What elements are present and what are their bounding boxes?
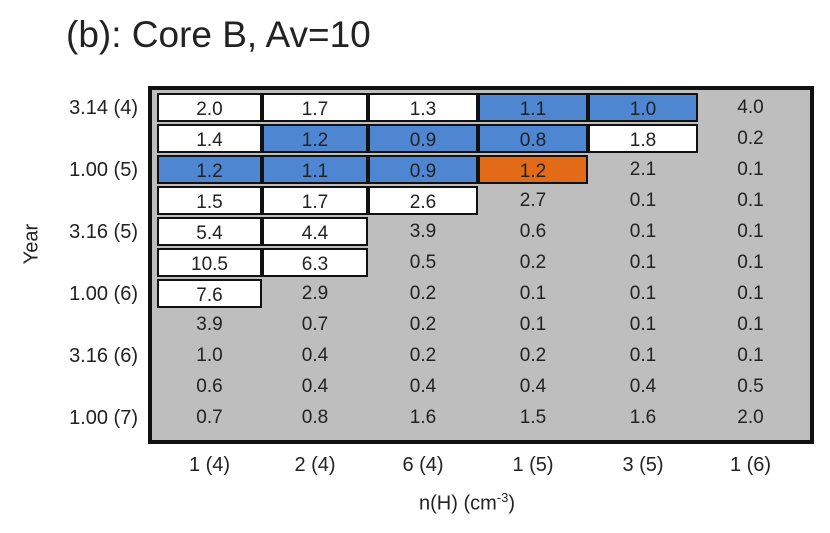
table-cell: 2.0 [737, 407, 764, 428]
table-cell: 0.6 [519, 221, 547, 242]
table-cell: 0.4 [519, 376, 547, 397]
x-tick-label: 1 (4) [188, 454, 231, 476]
table-cell: 5.4 [157, 217, 262, 246]
table-cell: 0.1 [519, 314, 547, 335]
x-axis-label: n(H) (cm-3) [367, 490, 567, 516]
table-cell: 0.8 [478, 124, 588, 153]
table-cell: 0.5 [409, 252, 437, 273]
table-cell: 0.9 [368, 124, 478, 153]
y-tick-label: 3.16 (5) [69, 220, 138, 243]
table-cell: 0.5 [737, 376, 764, 397]
table-cell: 1.8 [588, 124, 698, 153]
table-cell: 2.7 [519, 190, 547, 211]
table-cell: 0.1 [737, 252, 764, 273]
x-tick-label: 1 (5) [512, 454, 554, 476]
table-cell: 1.2 [157, 155, 262, 184]
table-cell: 1.4 [157, 124, 262, 153]
table-cell: 4.4 [262, 217, 368, 246]
table-cell: 0.4 [629, 376, 657, 397]
table-cell: 1.5 [519, 407, 547, 428]
table-cell: 7.6 [157, 279, 262, 308]
table-cell: 0.2 [519, 252, 547, 273]
table-cell: 0.1 [737, 221, 764, 242]
table-cell: 0.1 [629, 190, 657, 211]
x-tick-label: 6 (4) [402, 454, 444, 476]
table-cell: 0.2 [737, 128, 764, 149]
table-cell: 1.1 [262, 155, 368, 184]
table-cell: 3.9 [196, 314, 223, 335]
table-cell: 1.3 [368, 93, 478, 122]
y-tick-label: 1.00 (6) [69, 282, 138, 305]
y-tick-label: 3.16 (6) [69, 344, 138, 367]
table-cell: 6.3 [262, 248, 368, 277]
table-cell: 0.2 [409, 345, 437, 366]
table-cell: 0.7 [301, 314, 329, 335]
table-cell: 4.0 [737, 97, 764, 118]
table-cell: 0.9 [368, 155, 478, 184]
table-cell: 0.2 [519, 345, 547, 366]
table-cell: 0.1 [737, 345, 764, 366]
table-cell: 1.1 [478, 93, 588, 122]
y-tick-label: 1.00 (7) [69, 406, 138, 429]
table-cell: 0.1 [737, 190, 764, 211]
table-cell: 1.0 [588, 93, 698, 122]
table-cell: 0.4 [409, 376, 437, 397]
table-cell: 0.6 [196, 376, 223, 397]
table-cell: 1.6 [629, 407, 657, 428]
table-cell: 0.1 [629, 283, 657, 304]
table-cell: 1.7 [262, 186, 368, 215]
table-cell: 0.7 [196, 407, 223, 428]
table-cell: 1.2 [262, 124, 368, 153]
table-cell: 2.9 [301, 283, 329, 304]
table-cell: 1.7 [262, 93, 368, 122]
x-tick-label: 1 (6) [729, 454, 772, 476]
table-cell: 0.1 [629, 221, 657, 242]
table-cell: 1.6 [409, 407, 437, 428]
y-tick-label: 1.00 (5) [69, 158, 138, 181]
x-tick-label: 3 (5) [622, 454, 664, 476]
table-cell: 0.4 [301, 345, 329, 366]
table-cell: 1.0 [196, 345, 223, 366]
table-cell: 0.1 [737, 283, 764, 304]
table-cell: 0.1 [629, 345, 657, 366]
x-axis-label-exponent: -3 [496, 490, 509, 505]
x-axis-label-text: n(H) (cm [419, 492, 497, 515]
table-cell: 2.1 [629, 159, 657, 180]
table-cell: 3.9 [409, 221, 437, 242]
y-tick-label: 3.14 (4) [69, 96, 138, 119]
table-cell: 10.5 [157, 248, 262, 277]
x-axis-label-close: ) [508, 492, 515, 515]
table-frame: 2.0 1.7 1.3 1.1 1.0 4.0 1.4 1.2 0.9 0.8 1.8 0.2 1.2 1… [148, 86, 814, 444]
table-cell: 0.1 [629, 314, 657, 335]
table-cell: 0.2 [409, 314, 437, 335]
table-cell: 0.1 [519, 283, 547, 304]
table-cell: 2.6 [368, 186, 478, 215]
table-cell: 1.5 [157, 186, 262, 215]
table-cell: 1.2 [478, 155, 588, 184]
table-cell: 0.8 [301, 407, 329, 428]
table-cell: 0.1 [629, 252, 657, 273]
table-cell: 0.1 [737, 159, 764, 180]
table-cell: 0.1 [737, 314, 764, 335]
x-tick-label: 2 (4) [294, 454, 336, 476]
table-cell: 0.4 [301, 376, 329, 397]
table-cell: 0.2 [409, 283, 437, 304]
chart-title: (b): Core B, Av=10 [66, 14, 371, 55]
table-cell: 2.0 [157, 93, 262, 122]
